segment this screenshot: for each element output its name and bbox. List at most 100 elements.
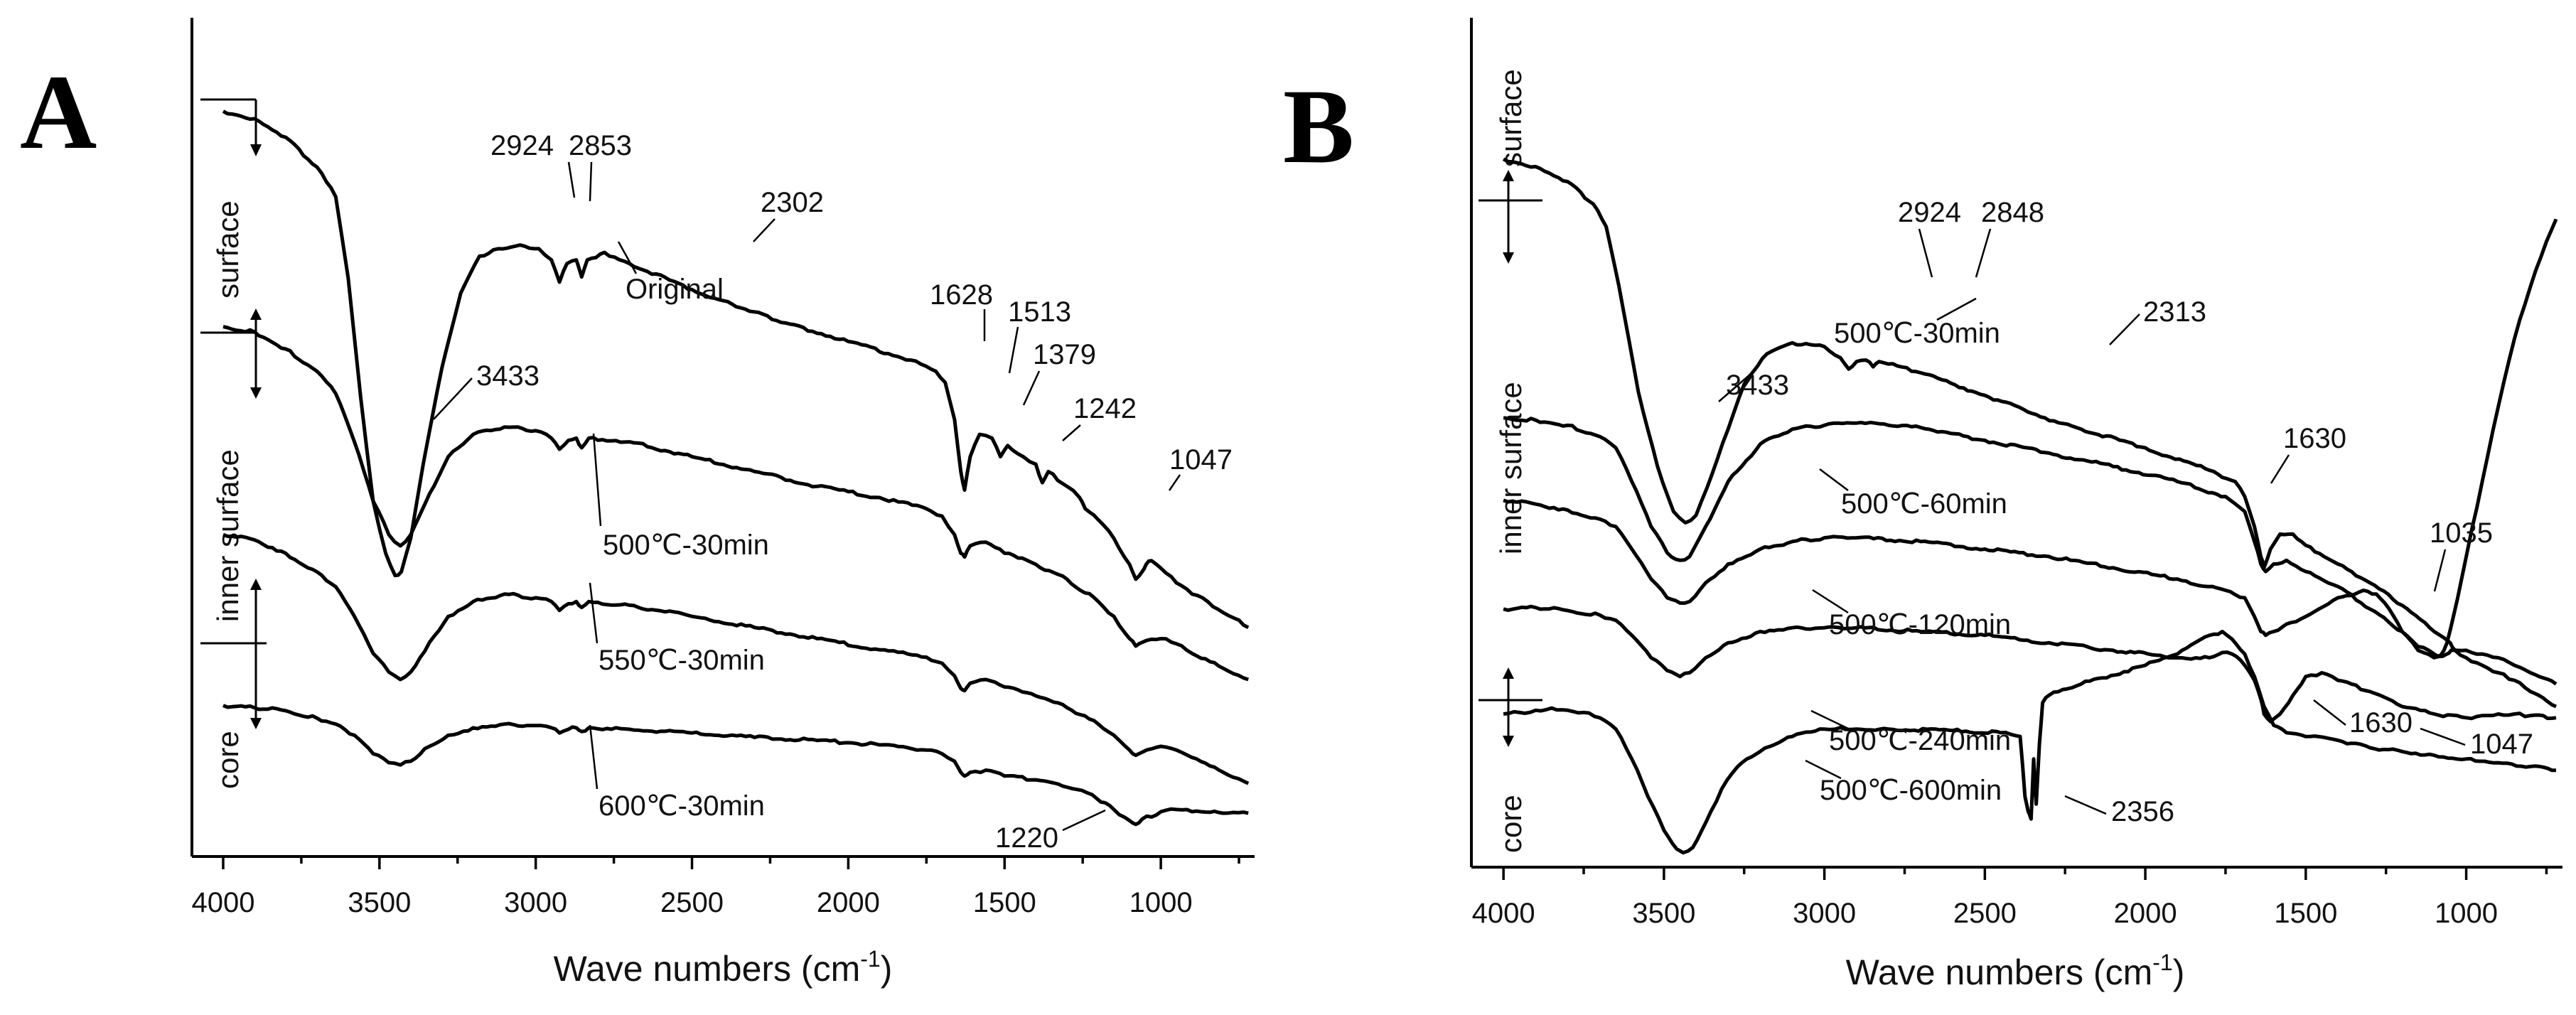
panel-b-leader bbox=[2109, 313, 2140, 345]
panel-b-peak-label: 2313 bbox=[2143, 296, 2206, 328]
panel-a-x-tick-label: 4000 bbox=[191, 887, 254, 918]
panel-b-arrow-head-3 bbox=[1503, 667, 1514, 679]
panel-b-x-tick-label: 1500 bbox=[2274, 898, 2337, 929]
panel-a-x-tick-label: 3500 bbox=[348, 887, 411, 918]
panel-a-leader bbox=[589, 161, 593, 202]
panel-b-peak-label: 3433 bbox=[1726, 370, 1789, 401]
panel-b-peak-label: 2848 bbox=[1981, 197, 2044, 228]
panel-a-series-line bbox=[222, 325, 1249, 682]
panel-a-series-line bbox=[222, 532, 1250, 785]
panel-a-x-axis-label: Wave numbers (cm-1) bbox=[554, 946, 893, 989]
panel-a-leader bbox=[567, 161, 576, 198]
panel-a-peak-label: 2853 bbox=[569, 130, 632, 161]
panel-a-annotations: 3433 2924 2853 2302 1628 1513 1379 1242 … bbox=[433, 130, 1233, 854]
panel-b-leader bbox=[1975, 228, 1992, 278]
panel-a-peak-label: 3433 bbox=[476, 360, 540, 392]
panel-a-peak-label: 1220 bbox=[995, 822, 1058, 854]
panel-b-leader bbox=[1810, 709, 1849, 730]
panel-a-arrow-head-3 bbox=[250, 387, 262, 399]
panel-b-curve-label: 500℃-600min bbox=[1820, 775, 2002, 806]
panel-b-region-core: core bbox=[1494, 795, 1528, 853]
panel-a-curve-label: 500℃-30min bbox=[603, 530, 769, 561]
panel-b-leader bbox=[2064, 795, 2107, 815]
panel-b-arrow-head-2 bbox=[1503, 252, 1514, 264]
panel-a-curve-label: 600℃-30min bbox=[599, 790, 765, 822]
panel-a: A 4000 3500 3000 2500 2000 1500 1000 Wave numb… bbox=[20, 18, 1255, 989]
panel-b-curve-label: 500℃-240min bbox=[1829, 725, 2011, 756]
panel-b-peak-label: 2356 bbox=[2111, 796, 2174, 827]
panel-b-series bbox=[1502, 157, 2558, 855]
panel-b-leader bbox=[1718, 369, 1756, 402]
panel-a-leader bbox=[1168, 474, 1181, 491]
panel-b-x-axis-label: Wave numbers (cm-1) bbox=[1846, 950, 2185, 992]
panel-b-series-line bbox=[1503, 218, 2558, 658]
panel-b-series-line bbox=[1503, 604, 2557, 724]
panel-b-series-line bbox=[1502, 157, 2557, 709]
panel-b-curve-label: 500℃-30min bbox=[1834, 318, 2000, 349]
panel-a-leader bbox=[1008, 326, 1019, 374]
panel-a-leader bbox=[1062, 809, 1106, 832]
panel-a-curve-label: 550℃-30min bbox=[599, 645, 765, 676]
panel-b-peak-label: 1035 bbox=[2430, 517, 2493, 549]
panel-a-peak-label: 2302 bbox=[761, 187, 824, 218]
panel-a-peak-label: 1513 bbox=[1008, 296, 1071, 328]
panel-b-peak-label: 2924 bbox=[1898, 197, 1961, 228]
panel-b-x-tick-label: 3500 bbox=[1632, 898, 1695, 929]
panel-b-leader bbox=[2420, 727, 2466, 746]
panel-a-arrow-head-2 bbox=[250, 308, 262, 320]
panel-a-peak-label: 1047 bbox=[1169, 444, 1233, 476]
panel-a-series bbox=[222, 109, 1250, 827]
panel-b-peak-label: 1630 bbox=[2349, 707, 2413, 739]
panel-a-x-tick-label: 2500 bbox=[660, 887, 724, 918]
panel-a-leader bbox=[589, 582, 599, 644]
panel-b-x-tick-label: 4000 bbox=[1472, 898, 1535, 929]
panel-b-leader bbox=[1812, 589, 1849, 614]
panel-b-leader bbox=[2270, 454, 2290, 484]
panel-a-x-ticks: 4000 3500 3000 2500 2000 1500 1000 bbox=[191, 856, 1240, 918]
panel-a-x-tick-label: 1500 bbox=[973, 887, 1036, 918]
panel-b-leader bbox=[1819, 468, 1849, 491]
panel-a-leader bbox=[1062, 424, 1081, 441]
panel-b-leader bbox=[1936, 297, 1977, 321]
panel-a-series-line bbox=[222, 109, 1250, 630]
panel-b-curve-label: 500℃-60min bbox=[1841, 488, 2007, 520]
panel-b-curve-label: 500℃-120min bbox=[1829, 609, 2011, 640]
panel-b-leader bbox=[2433, 549, 2447, 592]
panel-a-x-tick-label: 2000 bbox=[817, 887, 880, 918]
panel-b-arrow-head-1 bbox=[1503, 170, 1514, 181]
panel-a-region-surface: surface bbox=[211, 200, 245, 299]
panel-b: B 4000 3500 3000 2500 2000 1500 1000 Wave numb… bbox=[1283, 18, 2562, 992]
panel-b-x-tick-label: 3000 bbox=[1793, 898, 1856, 929]
panel-b-region-surface: surface bbox=[1494, 69, 1528, 167]
panel-a-leader bbox=[753, 218, 776, 242]
panel-b-leader bbox=[2313, 699, 2346, 726]
panel-a-arrow-head-1 bbox=[250, 144, 262, 156]
panel-a-arrow-head-5 bbox=[250, 718, 262, 729]
panel-a-x-tick-label: 3000 bbox=[504, 887, 567, 918]
panel-b-x-ticks: 4000 3500 3000 2500 2000 1500 1000 bbox=[1472, 867, 2548, 929]
panel-b-arrow-head-4 bbox=[1503, 736, 1514, 747]
panel-b-annotations: 3433 2924 2848 2313 1630 1035 1047 1630 … bbox=[1718, 197, 2533, 827]
panel-a-leader bbox=[617, 241, 638, 274]
panel-a-curve-label: Original bbox=[626, 274, 724, 305]
panel-b-x-tick-label: 2000 bbox=[2114, 898, 2177, 929]
panel-a-peak-label: 2924 bbox=[490, 130, 554, 161]
panel-letter-b: B bbox=[1283, 68, 1354, 186]
panel-b-leader bbox=[1805, 759, 1842, 780]
panel-a-series-line bbox=[222, 704, 1249, 827]
panel-b-peak-label: 1630 bbox=[2283, 423, 2346, 454]
panel-b-series-line bbox=[1503, 630, 2556, 855]
panel-letter-a: A bbox=[20, 53, 97, 171]
panel-a-peak-label: 1628 bbox=[930, 279, 993, 311]
panel-a-arrow-head-4 bbox=[250, 579, 262, 590]
panel-a-leader bbox=[589, 724, 599, 790]
panel-b-leader bbox=[1918, 228, 1933, 278]
panel-a-x-tick-label: 1000 bbox=[1129, 887, 1193, 918]
panel-b-x-tick-label: 2500 bbox=[1953, 898, 2017, 929]
panel-a-leader bbox=[433, 377, 473, 420]
panel-a-peak-label: 1242 bbox=[1073, 393, 1137, 424]
panel-a-leader bbox=[592, 433, 602, 527]
panel-b-x-tick-label: 1000 bbox=[2435, 898, 2498, 929]
panel-a-region-core: core bbox=[211, 731, 245, 789]
